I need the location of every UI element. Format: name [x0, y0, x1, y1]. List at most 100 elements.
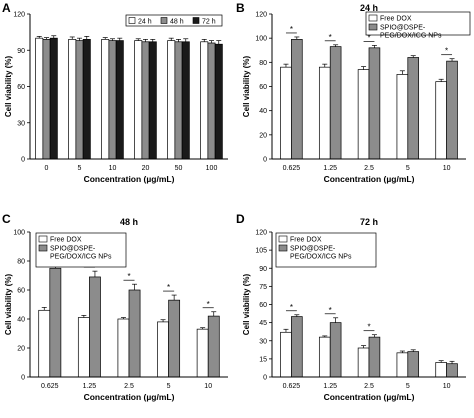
bar — [396, 74, 409, 160]
x-tick-label: 5 — [406, 383, 410, 390]
bar — [115, 40, 124, 160]
bar — [446, 60, 458, 160]
y-tick-label: 80 — [259, 60, 267, 67]
x-axis-label: Concentration (µg/mL) — [324, 174, 415, 184]
panel-label: C — [2, 212, 11, 226]
y-tick-label: 90 — [17, 48, 25, 55]
bar — [82, 39, 91, 160]
bar — [89, 276, 101, 378]
legend-label: 48 h — [170, 19, 184, 26]
significance-marker: * — [329, 306, 332, 315]
bar — [157, 321, 169, 378]
y-tick-label: 0 — [263, 157, 267, 164]
y-tick-label: 60 — [259, 302, 267, 309]
legend-label: SPIO@DSPE-PEG/DOX/ICG NPs — [290, 246, 352, 261]
y-tick-label: 80 — [17, 259, 25, 266]
bar — [35, 37, 44, 160]
x-tick-label: 20 — [142, 165, 150, 172]
x-tick-label: 2.5 — [364, 165, 374, 172]
bar — [407, 351, 420, 378]
significance-marker: * — [290, 303, 293, 312]
x-axis-label: Concentration (µg/mL) — [84, 174, 175, 184]
y-tick-label: 30 — [17, 120, 25, 127]
panel-label: B — [236, 1, 245, 15]
legend-label: Free DOX — [290, 237, 322, 244]
x-tick-label: 0.625 — [283, 165, 301, 172]
y-axis-label: Cell viability (%) — [242, 55, 251, 117]
x-tick-label: 5 — [78, 165, 82, 172]
bar — [134, 40, 143, 160]
legend-swatch — [192, 17, 200, 24]
legend-swatch — [128, 17, 136, 24]
y-tick-label: 75 — [259, 284, 267, 291]
legend-label: Free DOX — [50, 237, 82, 244]
legend-label: SPIO@DSPE-PEG/DOX/ICG NPs — [380, 25, 442, 40]
bar — [128, 289, 141, 378]
y-tick-label: 120 — [255, 230, 267, 237]
significance-marker: * — [207, 300, 210, 309]
x-tick-label: 1.25 — [323, 383, 337, 390]
y-tick-label: 15 — [259, 356, 267, 363]
x-tick-label: 10 — [443, 383, 451, 390]
significance-marker: * — [290, 25, 293, 34]
bar — [280, 66, 292, 160]
bar — [167, 40, 176, 160]
legend-swatch — [160, 17, 168, 24]
legend-label: 72 h — [202, 19, 216, 26]
y-tick-label: 0 — [263, 375, 267, 382]
bar — [49, 267, 62, 378]
panel-b: B 24 h 0 20 40 60 80 100 120 0.625 * 1.25 * 2.5 * 5 10 * C… — [236, 1, 471, 184]
legend-label: 24 h — [138, 19, 152, 26]
bar — [368, 47, 381, 160]
x-tick-label: 10 — [443, 165, 451, 172]
bar — [101, 39, 110, 160]
x-tick-label: 10 — [109, 165, 117, 172]
bar — [291, 39, 303, 160]
panel-c: C48 h0204060801000.625*1.25*2.5*5*10*Con… — [2, 212, 228, 402]
bar — [435, 81, 447, 160]
legend: Free DOX SPIO@DSPE-PEG/DOX/ICG NPs — [35, 232, 127, 268]
y-tick-label: 100 — [13, 230, 25, 237]
y-tick-label: 0 — [21, 157, 25, 164]
legend-label: SPIO@DSPE-PEG/DOX/ICG NPs — [50, 246, 112, 261]
panel-title: 72 h — [360, 217, 378, 227]
y-axis-label: Cell viability (%) — [242, 273, 251, 335]
legend-swatch — [278, 244, 288, 252]
legend: Free DOX SPIO@DSPE-PEG/DOX/ICG NPs — [275, 232, 377, 268]
bar — [200, 41, 209, 160]
y-tick-label: 90 — [259, 266, 267, 273]
x-tick-label: 5 — [167, 383, 171, 390]
legend-swatch — [38, 235, 48, 243]
legend: 24 h 48 h 72 h — [125, 14, 223, 27]
y-tick-label: 60 — [17, 84, 25, 91]
bar — [280, 331, 292, 378]
y-tick-label: 105 — [255, 248, 267, 255]
significance-marker: * — [367, 33, 370, 42]
bar — [196, 328, 209, 378]
x-tick-label: 10 — [204, 383, 212, 390]
y-axis-label: Cell viability (%) — [4, 55, 13, 117]
x-axis-label: Concentration (µg/mL) — [84, 392, 175, 402]
bar — [357, 69, 370, 160]
legend-label: Free DOX — [380, 16, 412, 23]
y-tick-label: 40 — [259, 108, 267, 115]
y-tick-label: 40 — [17, 317, 25, 324]
legend-swatch — [368, 23, 378, 31]
bar — [141, 41, 150, 160]
x-tick-label: 0.625 — [283, 383, 301, 390]
bar — [148, 41, 157, 160]
bar — [38, 309, 51, 378]
significance-marker: * — [167, 283, 170, 292]
legend-box — [275, 232, 377, 268]
significance-marker: * — [367, 323, 370, 332]
bar — [108, 40, 117, 160]
bar — [42, 39, 51, 160]
bar — [117, 318, 130, 378]
bar — [318, 336, 331, 378]
x-tick-label: 2.5 — [124, 383, 134, 390]
y-tick-label: 20 — [259, 132, 267, 139]
significance-marker: * — [127, 272, 130, 281]
x-tick-label: 0 — [45, 165, 49, 172]
bar — [181, 41, 190, 160]
bar — [396, 352, 409, 378]
